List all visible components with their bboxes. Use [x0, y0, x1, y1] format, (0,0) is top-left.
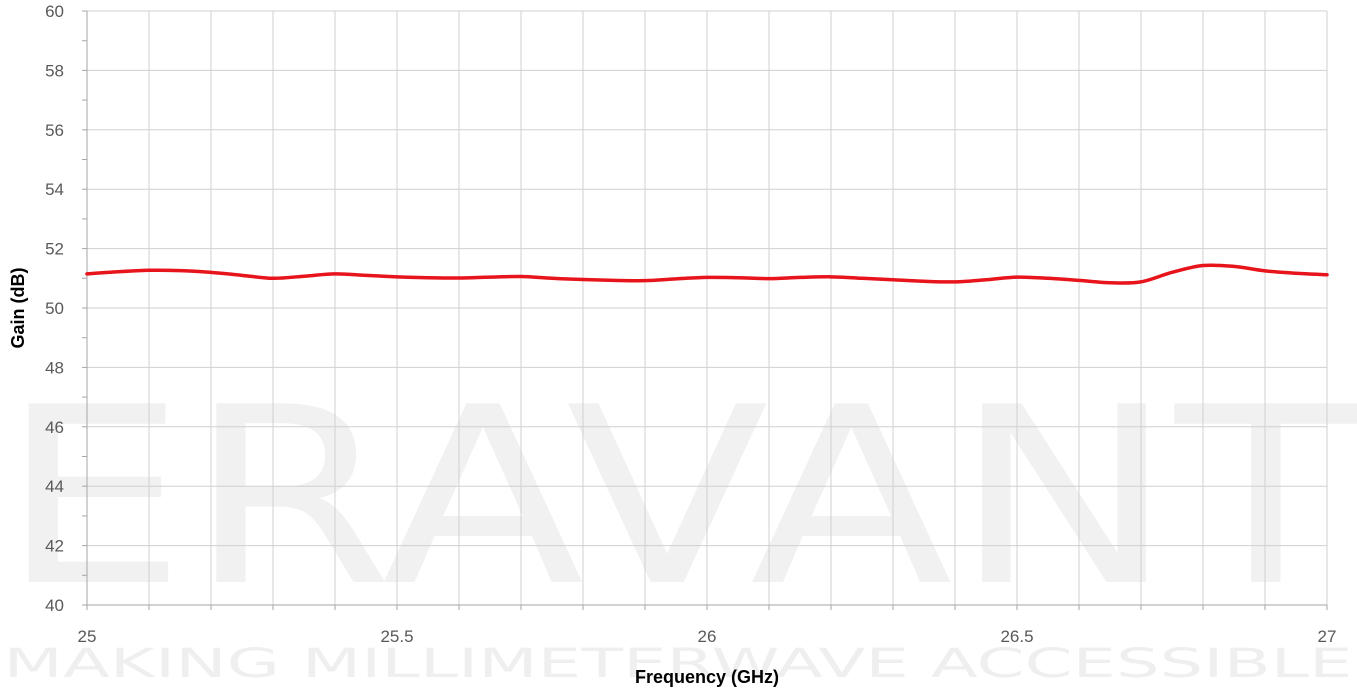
gridlines	[86, 10, 1328, 606]
x-tick-label: 25	[78, 627, 97, 646]
watermark: ERAVANT MAKING MILLIMETERWAVE ACCESSIBLE	[0, 355, 1357, 687]
y-tick-label: 60	[45, 2, 64, 21]
x-tick-label: 26.5	[1000, 627, 1033, 646]
y-tick-label: 48	[45, 358, 64, 377]
series	[85, 263, 1329, 285]
tick-labels: 40 42 44 46 48 50 52 54 56 58 60 25 25.5 26 26.5 27	[45, 2, 1336, 646]
y-tick-label: 58	[45, 61, 64, 80]
gain-series-line	[85, 263, 1329, 285]
x-tick-label: 27	[1318, 627, 1337, 646]
x-tick-label: 25.5	[380, 627, 413, 646]
watermark-brand: ERAVANT	[0, 355, 1357, 640]
y-tick-label: 44	[45, 477, 64, 496]
watermark-tagline: MAKING MILLIMETERWAVE ACCESSIBLE	[4, 641, 1353, 687]
y-tick-label: 40	[45, 596, 64, 615]
x-tick-label: 26	[698, 627, 717, 646]
y-tick-label: 42	[45, 537, 64, 556]
y-tick-label: 54	[45, 180, 64, 199]
y-tick-label: 46	[45, 418, 64, 437]
y-tick-label: 56	[45, 121, 64, 140]
y-axis-title: Gain (dB)	[8, 268, 28, 349]
y-tick-label: 52	[45, 240, 64, 259]
y-tick-label: 50	[45, 299, 64, 318]
x-axis-title: Frequency (GHz)	[635, 667, 779, 687]
axes	[82, 10, 1328, 610]
